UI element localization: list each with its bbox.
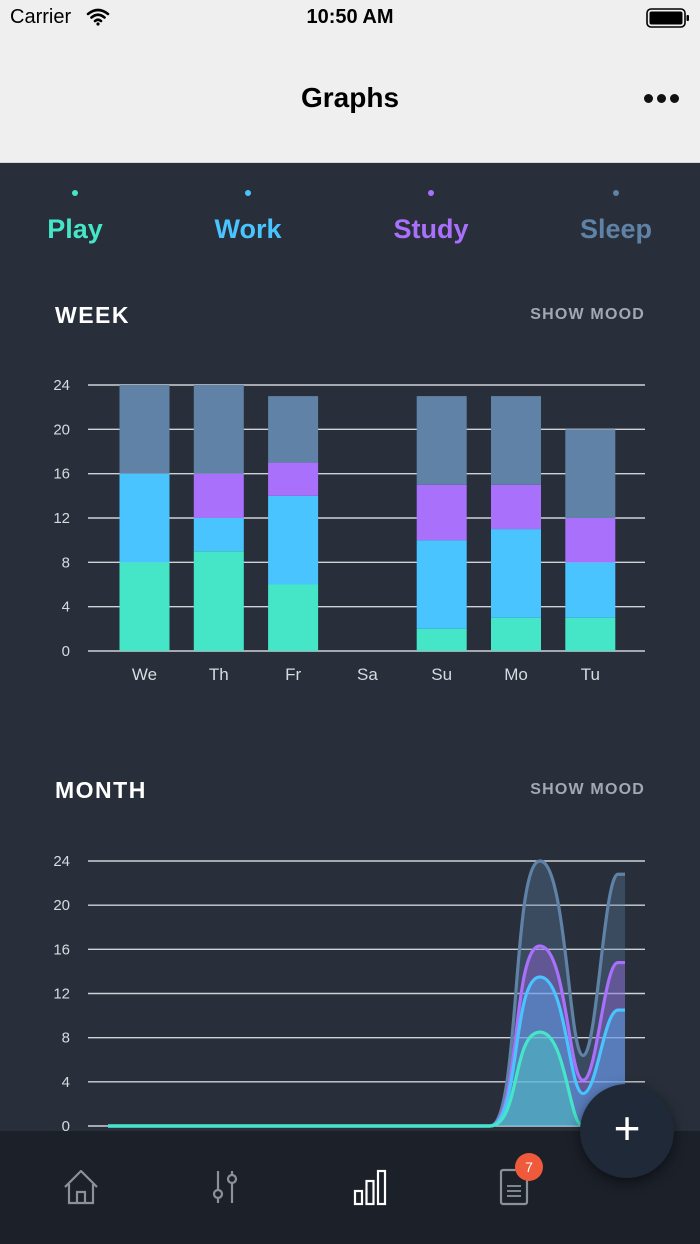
plus-icon: + <box>613 1102 641 1154</box>
legend-label-study: Study <box>393 214 469 244</box>
page-title: Graphs <box>300 82 400 113</box>
tab-adjust-icon[interactable] <box>203 1165 247 1209</box>
bar-study-mo <box>491 484 541 530</box>
bar-sleep-mo <box>491 396 541 485</box>
x-tick-label: Th <box>209 665 229 684</box>
y-tick-label: 20 <box>53 421 70 438</box>
carrier-label: Carrier <box>10 6 72 28</box>
bar-work-th <box>193 518 244 552</box>
legend-label-sleep: Sleep <box>579 214 653 244</box>
bar-work-fr <box>268 495 319 585</box>
legend-dot <box>245 190 251 196</box>
legend-item-work[interactable]: Work <box>208 190 288 245</box>
legend-dot <box>613 190 619 196</box>
x-tick-label: Sa <box>357 665 378 684</box>
journal-badge: 7 <box>515 1153 543 1181</box>
bar-sleep-th <box>193 385 244 474</box>
y-tick-label: 16 <box>53 466 70 483</box>
y-tick-label: 24 <box>53 853 70 870</box>
bar-play-fr <box>268 584 319 651</box>
y-tick-label: 8 <box>62 554 70 571</box>
bar-work-tu <box>565 562 616 618</box>
more-options-icon[interactable] <box>644 88 680 108</box>
legend-item-play[interactable]: Play <box>40 190 110 245</box>
y-tick-label: 4 <box>62 599 70 616</box>
legend-dot <box>428 190 434 196</box>
bar-study-tu <box>565 518 616 563</box>
bar-sleep-tu <box>565 429 616 518</box>
bar-study-fr <box>268 462 319 496</box>
week-bar-chart: 0 4 8 12 16 20 24 We Th Fr Sa Su Mo Tu <box>53 377 645 684</box>
bar-work-su <box>416 540 467 629</box>
tab-home-icon[interactable] <box>59 1165 103 1209</box>
bar-play-mo <box>491 617 541 651</box>
y-tick-label: 0 <box>62 1118 70 1131</box>
area-play <box>108 1032 625 1126</box>
legend-dot <box>72 190 78 196</box>
month-area-chart: 0 4 8 12 16 20 24 <box>53 853 645 1131</box>
y-tick-label: 12 <box>53 510 70 527</box>
bar-work-we <box>119 473 170 563</box>
x-tick-label: We <box>132 665 157 684</box>
legend-item-study[interactable]: Study <box>388 190 474 245</box>
add-entry-button[interactable]: + <box>580 1084 674 1178</box>
line-study <box>108 944 625 1128</box>
x-tick-label: Su <box>431 665 452 684</box>
status-bar: Carrier 10:50 AM <box>0 0 700 34</box>
bar-play-tu <box>565 617 616 651</box>
week-show-mood-button[interactable]: SHOW MOOD <box>530 306 645 323</box>
y-tick-label: 4 <box>62 1074 70 1091</box>
y-tick-label: 12 <box>53 986 70 1003</box>
wifi-icon <box>86 8 110 26</box>
legend-item-sleep[interactable]: Sleep <box>574 190 658 245</box>
battery-icon <box>646 8 689 28</box>
bar-sleep-we <box>119 385 170 474</box>
bar-play-th <box>193 551 244 651</box>
bar-sleep-su <box>416 396 467 485</box>
nav-header: Graphs <box>0 34 700 163</box>
x-tick-label: Mo <box>504 665 528 684</box>
week-title: WEEK <box>55 302 130 328</box>
month-title: MONTH <box>55 777 147 803</box>
bar-study-th <box>193 473 244 518</box>
x-tick-label: Tu <box>581 665 600 684</box>
line-sleep <box>108 859 625 1128</box>
y-tick-label: 0 <box>62 643 70 660</box>
bar-sleep-fr <box>268 396 319 463</box>
bar-work-mo <box>491 529 541 618</box>
bar-study-su <box>416 484 467 541</box>
line-work <box>108 975 625 1128</box>
clock: 10:50 AM <box>306 6 394 28</box>
y-tick-label: 8 <box>62 1030 70 1047</box>
y-tick-label: 24 <box>53 377 70 394</box>
month-show-mood-button[interactable]: SHOW MOOD <box>530 781 645 798</box>
y-tick-label: 16 <box>53 941 70 958</box>
x-tick-label: Fr <box>285 665 301 684</box>
legend-label-work: Work <box>214 214 282 244</box>
y-tick-label: 20 <box>53 897 70 914</box>
tab-journal-icon[interactable] <box>492 1165 536 1209</box>
bar-play-su <box>416 628 467 651</box>
legend-label-play: Play <box>47 214 103 244</box>
bar-play-we <box>119 562 170 651</box>
tab-graphs-icon[interactable] <box>348 1165 392 1209</box>
